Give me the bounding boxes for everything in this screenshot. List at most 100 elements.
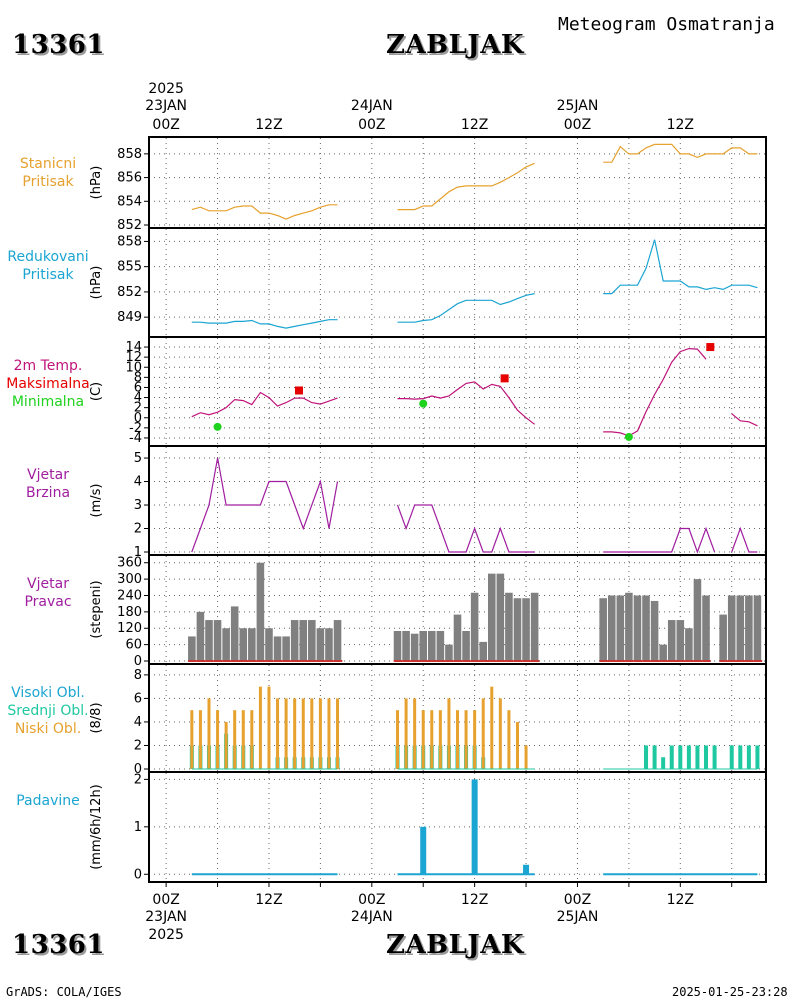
date-tick-label-bottom: 25JAN <box>557 909 599 925</box>
wind-speed-line <box>191 457 339 553</box>
station-pressure-line <box>191 204 338 220</box>
precip-bar <box>420 826 427 875</box>
label-line: Minimalna <box>11 394 85 410</box>
wind-direction-bar <box>650 600 659 661</box>
high-cloud-bar <box>712 745 717 769</box>
station-name-bottom: ZABLJAK <box>386 930 524 960</box>
y-tick-label: 5 <box>134 451 142 466</box>
low-cloud-bar <box>216 710 220 769</box>
wind-direction-bar <box>659 644 667 661</box>
wind-direction-bar <box>642 595 650 661</box>
y-tick-label: 858 <box>117 147 142 162</box>
y-tick-label: 8 <box>134 668 142 683</box>
wind-direction-bar <box>625 592 633 661</box>
temperature-line <box>191 391 338 418</box>
max-temp-marker <box>294 386 303 395</box>
wind-direction-bar <box>213 620 222 661</box>
y-tick-label: 180 <box>117 605 142 620</box>
wind-direction-bar <box>736 595 745 661</box>
wind-direction-bar <box>205 620 213 661</box>
label-line: Brzina <box>25 485 71 501</box>
station-pressure-line <box>603 143 758 163</box>
wind-direction-bar <box>513 598 522 661</box>
y-tick-label: 3 <box>134 498 142 513</box>
y-tick-label: 855 <box>117 260 142 275</box>
hour-tick-label-top: 00Z <box>152 117 179 133</box>
y-tick-label: 0 <box>134 654 142 669</box>
y-tick-label: 0 <box>134 762 142 777</box>
low-cloud-bar <box>293 698 297 769</box>
wind-direction-bar <box>599 598 607 661</box>
low-cloud-bar <box>233 710 237 769</box>
label-line: Padavine <box>16 793 80 809</box>
high-cloud-bar <box>729 745 734 769</box>
max-temp-marker <box>706 343 715 352</box>
y-tick-label: 0 <box>134 411 142 426</box>
low-cloud-bar <box>301 698 305 769</box>
temperature-line <box>397 381 535 425</box>
reduced-pressure-line <box>191 319 338 329</box>
y-tick-label: 4 <box>134 715 142 730</box>
precip-bar <box>471 779 478 875</box>
high-cloud-bar <box>695 745 700 769</box>
station-id-bottom: 13361 <box>12 930 105 960</box>
y-tick-label: 300 <box>117 572 142 587</box>
low-cloud-bar <box>490 686 494 769</box>
wind-direction-bar <box>428 630 436 661</box>
high-cloud-bar <box>738 745 743 769</box>
wind-direction-bar <box>436 630 445 661</box>
wind-direction-bar <box>393 630 402 661</box>
low-cloud-bar <box>310 698 314 769</box>
y-tick-label: 60 <box>125 638 142 653</box>
hour-tick-label-bottom: 12Z <box>255 892 282 908</box>
wind-direction-bar <box>530 592 539 661</box>
y-axis-label: (mm/6h/12h) <box>89 784 104 870</box>
wind-direction-bar <box>479 641 487 661</box>
wind-direction-bar <box>248 628 256 661</box>
hour-tick-label-top: 12Z <box>255 117 282 133</box>
y-tick-label: 852 <box>117 285 142 300</box>
y-tick-label: 12 <box>125 350 142 365</box>
reduced-pressure-line <box>603 239 758 295</box>
label-line: Vjetar <box>27 467 69 483</box>
low-cloud-bar <box>421 710 425 769</box>
wind-direction-bar <box>308 620 316 661</box>
panel-frame <box>148 445 767 556</box>
wind-direction-bar <box>685 628 693 661</box>
hour-tick-label-bottom: 00Z <box>358 892 385 908</box>
low-cloud-bar <box>198 710 202 769</box>
low-cloud-bar <box>515 721 519 769</box>
high-cloud-bar <box>661 757 666 769</box>
low-cloud-bar <box>481 698 485 769</box>
y-tick-label: 6 <box>134 380 142 395</box>
low-cloud-bar <box>207 698 211 769</box>
date-tick-label-top: 23JAN <box>145 98 187 114</box>
panel-2-marks <box>191 343 758 441</box>
low-cloud-bar <box>284 698 288 769</box>
y-tick-label: 10 <box>125 360 142 375</box>
panel-frame <box>148 136 767 229</box>
hour-tick-label-top: 12Z <box>461 117 488 133</box>
wind-direction-bar <box>290 620 299 661</box>
label-wind-dir: Vjetar Pravac <box>0 575 96 611</box>
wind-direction-bar <box>702 595 710 661</box>
label-line: Srednji Obl. <box>7 703 89 719</box>
temperature-line <box>603 347 758 437</box>
low-cloud-bar <box>438 710 442 769</box>
wind-direction-bar <box>616 595 625 661</box>
label-line: Maksimalna <box>6 376 90 392</box>
hour-tick-label-top: 00Z <box>564 117 591 133</box>
label-line: Pritisak <box>22 267 74 283</box>
label-station-pressure: Stanicni Pritisak <box>0 155 96 191</box>
wind-direction-bar <box>333 620 342 661</box>
date-tick-label-top: 25JAN <box>557 98 599 114</box>
wind-direction-bar <box>496 573 505 661</box>
label-clouds: Visoki Obl. Srednji Obl. Niski Obl. <box>0 684 96 738</box>
low-cloud-bar <box>224 721 228 769</box>
wind-direction-bar <box>719 614 727 661</box>
wind-direction-bar <box>487 573 496 661</box>
wind-direction-bar <box>222 628 230 661</box>
low-cloud-bar <box>267 686 271 769</box>
low-cloud-bar <box>456 710 459 769</box>
wind-direction-bar <box>188 636 196 661</box>
